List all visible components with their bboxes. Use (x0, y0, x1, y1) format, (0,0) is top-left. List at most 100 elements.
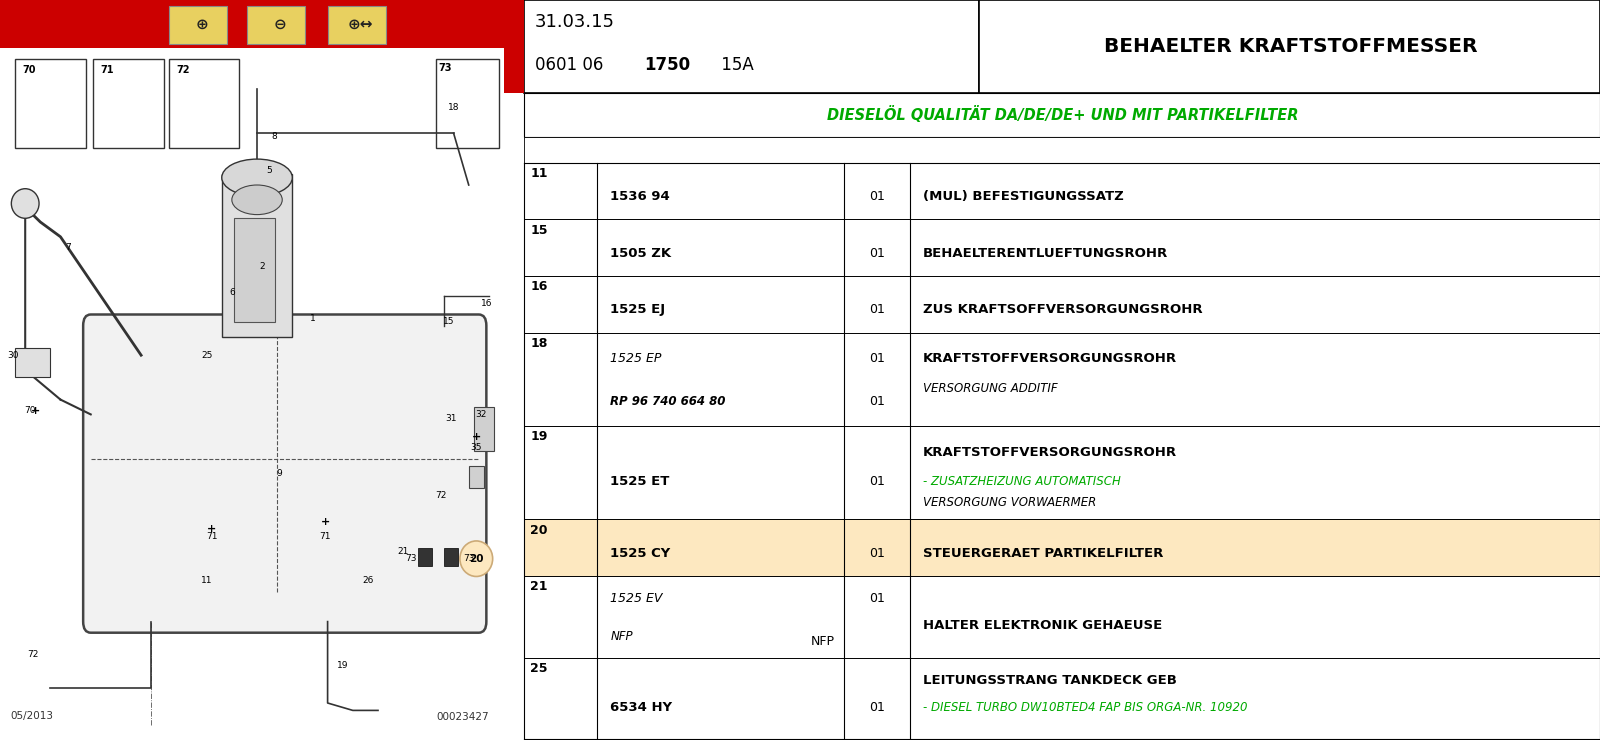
Text: 72: 72 (435, 491, 446, 500)
Text: 16: 16 (480, 299, 493, 308)
Text: +: + (320, 517, 330, 527)
Text: 71: 71 (206, 532, 218, 541)
Text: 18: 18 (448, 103, 459, 112)
Text: 1525 EP: 1525 EP (610, 352, 662, 366)
Text: 1505 ZK: 1505 ZK (610, 247, 672, 260)
Bar (0, 0, 504, 48)
Text: ⊕↔: ⊕↔ (347, 17, 373, 32)
Bar (523, 519, 1600, 576)
Text: 8: 8 (272, 132, 277, 141)
Bar (474, 407, 494, 451)
Text: 70: 70 (22, 65, 37, 75)
Text: 2: 2 (259, 262, 266, 271)
Text: 1536 94: 1536 94 (610, 190, 670, 204)
Text: +: + (472, 431, 482, 442)
Text: 01: 01 (869, 476, 885, 488)
Text: 26: 26 (362, 576, 374, 585)
Text: 18: 18 (530, 337, 547, 350)
Bar (93, 59, 163, 148)
Text: 19: 19 (338, 662, 349, 670)
Bar (443, 548, 458, 566)
Text: BEHAELTER KRAFTSTOFFMESSER: BEHAELTER KRAFTSTOFFMESSER (1104, 37, 1478, 56)
Bar (504, 0, 523, 92)
Bar (523, 219, 1600, 276)
Text: 0601 06: 0601 06 (534, 56, 608, 74)
Text: 05/2013: 05/2013 (10, 711, 53, 722)
Text: 1525 EV: 1525 EV (610, 592, 662, 605)
Text: DIESELÖL QUALITÄT DA/DE/DE+ UND MIT PARTIKELFILTER: DIESELÖL QUALITÄT DA/DE/DE+ UND MIT PART… (827, 107, 1299, 123)
Text: 01: 01 (869, 352, 885, 366)
Text: 01: 01 (869, 592, 885, 605)
Text: 6: 6 (229, 288, 235, 297)
Text: 21: 21 (530, 580, 547, 593)
Bar (523, 332, 1600, 426)
Bar (523, 92, 1600, 137)
Text: 72: 72 (27, 650, 38, 659)
Bar (469, 466, 483, 488)
Text: NFP: NFP (610, 630, 634, 643)
Text: 01: 01 (869, 190, 885, 204)
Text: 70: 70 (24, 406, 35, 415)
Text: 20: 20 (530, 524, 547, 536)
Text: 32: 32 (475, 410, 486, 419)
Text: 30: 30 (6, 351, 18, 360)
Text: 19: 19 (530, 431, 547, 443)
Text: 01: 01 (869, 247, 885, 260)
Text: KRAFTSTOFFVERSORGUNGSROHR: KRAFTSTOFFVERSORGUNGSROHR (923, 445, 1176, 459)
Text: 1525 ET: 1525 ET (610, 476, 670, 488)
Ellipse shape (232, 185, 282, 215)
Text: 11: 11 (530, 167, 547, 181)
Text: (MUL) BEFESTIGUNGSSATZ: (MUL) BEFESTIGUNGSSATZ (923, 190, 1123, 204)
Bar (435, 59, 499, 148)
Bar (523, 426, 1600, 519)
Bar (523, 0, 979, 92)
Text: 35: 35 (470, 443, 482, 452)
Text: LEITUNGSSTRANG TANKDECK GEB: LEITUNGSSTRANG TANKDECK GEB (923, 674, 1176, 687)
Text: 71: 71 (320, 532, 331, 541)
Text: 20: 20 (469, 554, 483, 564)
Text: 7: 7 (66, 243, 70, 252)
Text: 71: 71 (101, 65, 114, 75)
Text: ⊖: ⊖ (274, 17, 286, 32)
Text: ZUS KRAFTSOFFVERSORGUNGSROHR: ZUS KRAFTSOFFVERSORGUNGSROHR (923, 303, 1202, 317)
Text: 1525 EJ: 1525 EJ (610, 303, 666, 317)
Bar (14, 59, 86, 148)
FancyBboxPatch shape (83, 314, 486, 633)
Text: 01: 01 (869, 303, 885, 317)
Bar (979, 0, 1600, 92)
Text: NFP: NFP (811, 635, 835, 648)
Text: 73: 73 (438, 63, 451, 73)
Ellipse shape (222, 159, 293, 196)
Bar (14, 348, 51, 377)
Text: 15: 15 (443, 317, 454, 326)
Text: 73: 73 (405, 554, 416, 563)
Text: KRAFTSTOFFVERSORGUNGSROHR: KRAFTSTOFFVERSORGUNGSROHR (923, 352, 1176, 366)
Text: 6534 HY: 6534 HY (610, 701, 672, 713)
Text: 21: 21 (397, 547, 410, 556)
Text: VERSORGUNG VORWAERMER: VERSORGUNG VORWAERMER (923, 496, 1096, 509)
Text: 5: 5 (267, 166, 272, 175)
Bar (523, 163, 1600, 219)
Text: ⊕: ⊕ (195, 17, 208, 32)
Text: 72: 72 (176, 65, 190, 75)
Text: - DIESEL TURBO DW10BTED4 FAP BIS ORGA-NR. 10920: - DIESEL TURBO DW10BTED4 FAP BIS ORGA-NR… (923, 701, 1246, 713)
Text: 31: 31 (445, 414, 458, 423)
Text: 25: 25 (530, 662, 547, 676)
Text: +: + (206, 524, 216, 534)
Bar (523, 658, 1600, 740)
Text: 15: 15 (530, 223, 547, 237)
Text: 01: 01 (869, 701, 885, 713)
Ellipse shape (459, 541, 493, 576)
Bar (328, 6, 386, 44)
Ellipse shape (11, 189, 38, 218)
Bar (523, 276, 1600, 332)
Text: +: + (30, 406, 40, 416)
Text: 11: 11 (202, 576, 213, 585)
Text: - ZUSATZHEIZUNG AUTOMATISCH: - ZUSATZHEIZUNG AUTOMATISCH (923, 476, 1120, 488)
Bar (246, 6, 306, 44)
Text: HALTER ELEKTRONIK GEHAEUSE: HALTER ELEKTRONIK GEHAEUSE (923, 619, 1162, 632)
Text: 1: 1 (310, 314, 315, 323)
Text: RP 96 740 664 80: RP 96 740 664 80 (610, 395, 726, 408)
Bar (222, 174, 293, 337)
Text: 15A: 15A (715, 56, 754, 74)
